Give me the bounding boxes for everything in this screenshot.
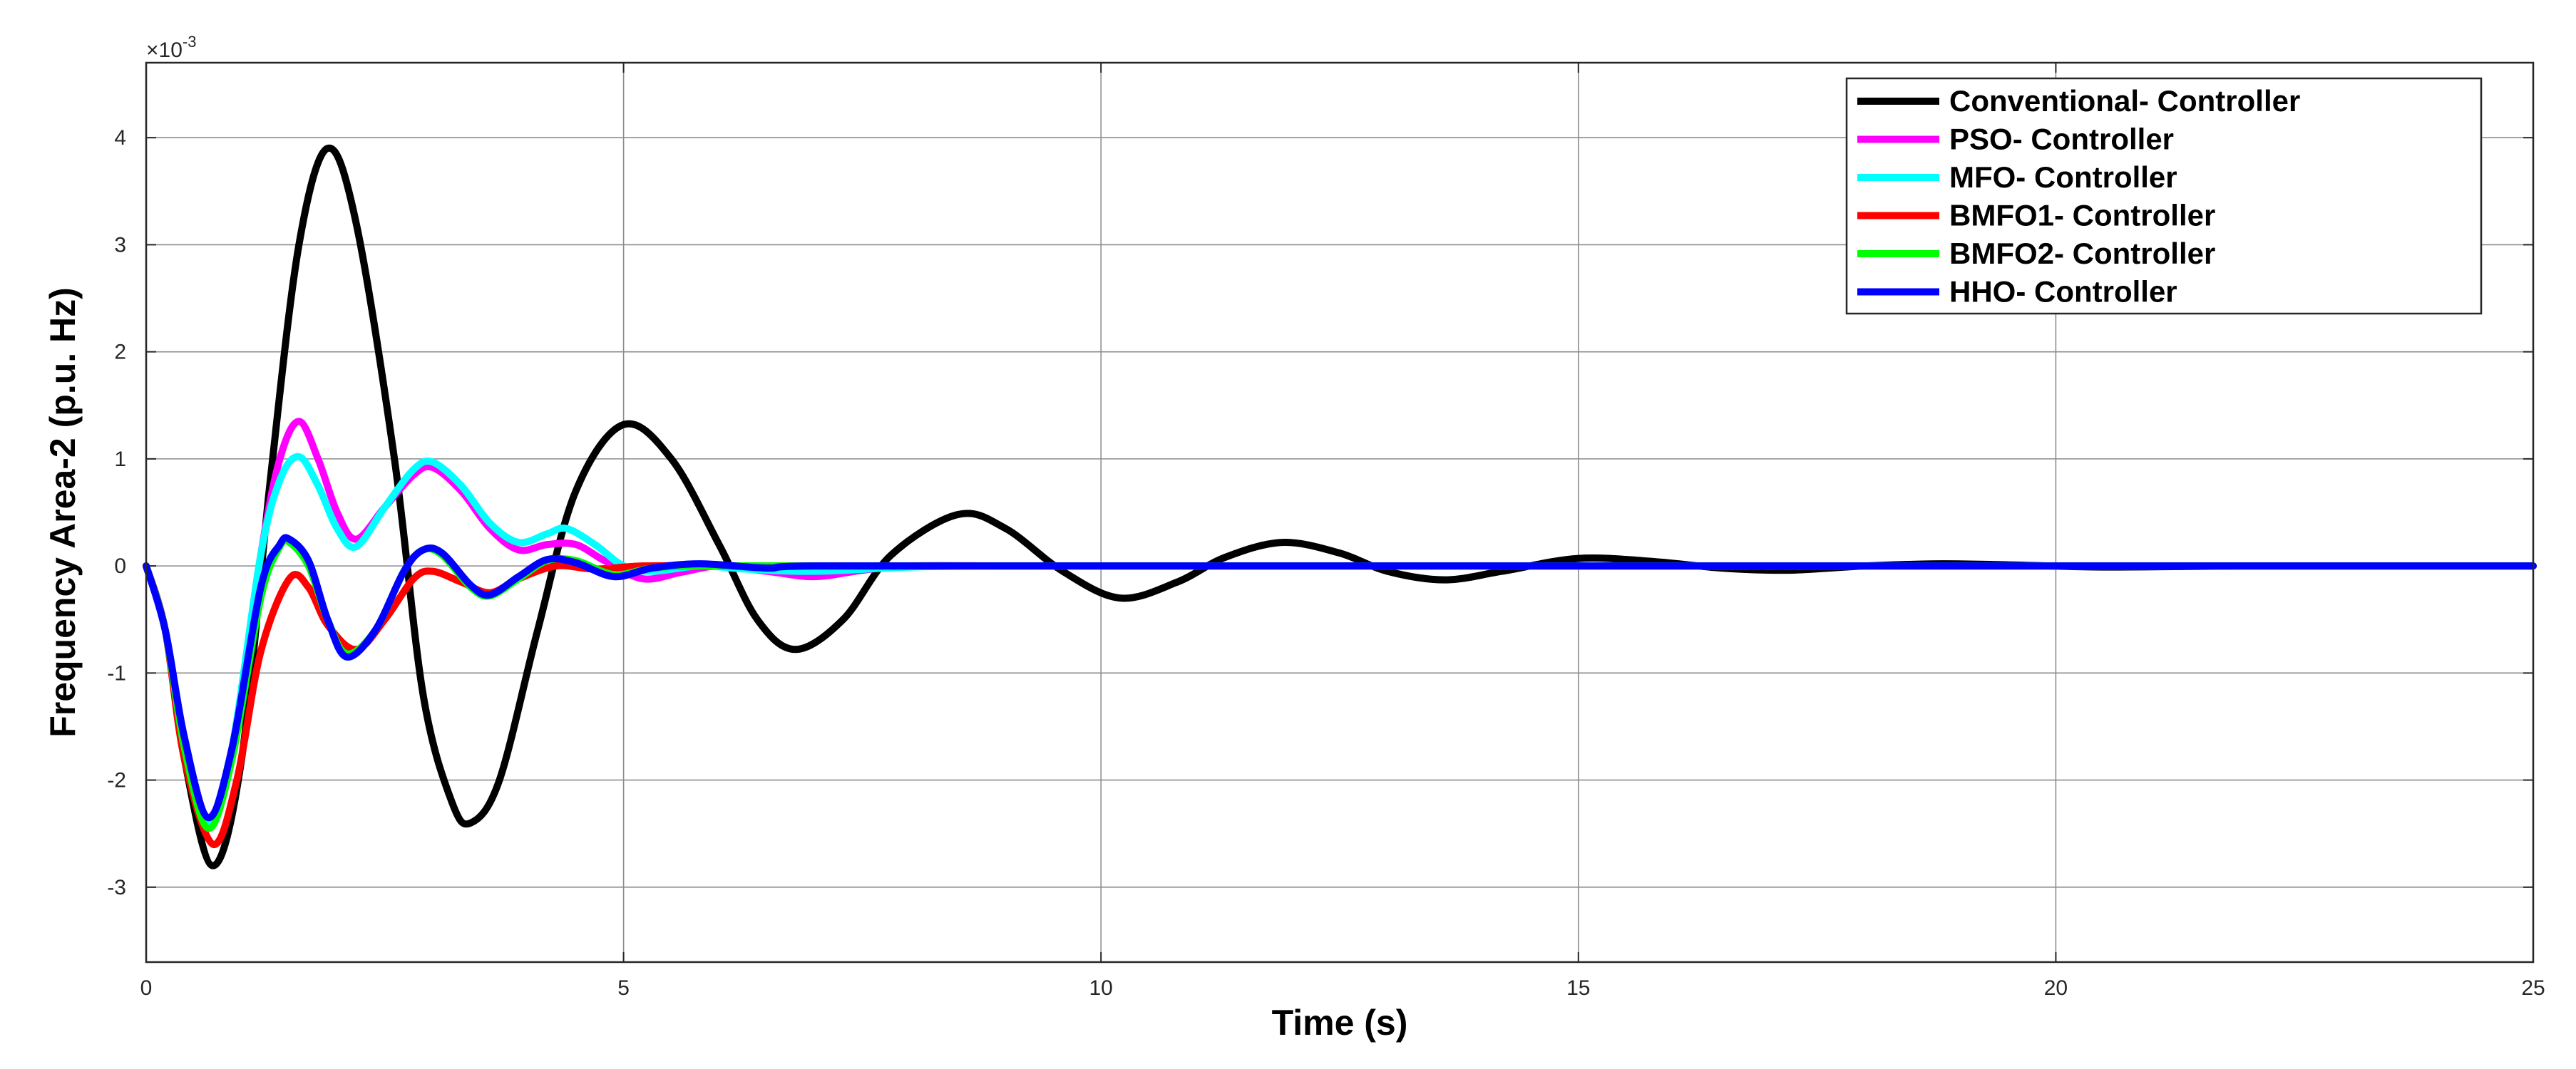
x-axis-label: Time (s) [1272, 1003, 1408, 1043]
plot-frame [145, 61, 2535, 964]
x-tick-label: 5 [617, 976, 630, 1000]
y-axis-label: Frequency Area-2 (p.u. Hz) [43, 287, 83, 738]
legend-label: HHO- Controller [1949, 275, 2177, 309]
series-line-hho-controller [143, 534, 2537, 822]
y-tick-label: 3 [114, 233, 126, 257]
legend-label: MFO- Controller [1949, 160, 2177, 194]
legend-entries: Conventional- Controller PSO- Controller M… [1857, 84, 2300, 309]
legend-label: Conventional- Controller [1949, 84, 2300, 118]
x-tick-label: 0 [140, 976, 153, 1000]
y-multiplier-base: ×10 [146, 38, 183, 62]
y-tick-label: 4 [114, 126, 126, 150]
series-lines [143, 144, 2537, 869]
x-tick-label: 25 [2521, 976, 2545, 1000]
legend-box [1845, 77, 2483, 315]
y-tick-label: 0 [114, 554, 126, 578]
ticks [145, 63, 2534, 962]
legend-label: PSO- Controller [1949, 123, 2174, 156]
y-tick-label: -1 [107, 661, 126, 685]
x-tick-label: 20 [2044, 976, 2068, 1000]
legend-label: BMFO1- Controller [1949, 199, 2215, 232]
y-tick-label: -3 [107, 876, 126, 899]
legend-label: BMFO2- Controller [1949, 237, 2215, 270]
y-tick-label: 1 [114, 448, 126, 471]
y-tick-labels: -3 -2 -1 0 1 2 3 4 [107, 126, 126, 899]
x-tick-labels: 0 5 10 15 20 25 [140, 976, 2545, 1000]
legend: Conventional- Controller PSO- Controller M… [1845, 77, 2483, 315]
x-tick-label: 15 [1566, 976, 1590, 1000]
y-tick-label: 2 [114, 341, 126, 364]
series-line-conventional-controller [143, 144, 2537, 869]
y-tick-label: -2 [107, 769, 126, 792]
y-multiplier: ×10-3 [146, 33, 196, 62]
y-multiplier-exponent: -3 [183, 33, 197, 51]
x-tick-label: 10 [1089, 976, 1113, 1000]
